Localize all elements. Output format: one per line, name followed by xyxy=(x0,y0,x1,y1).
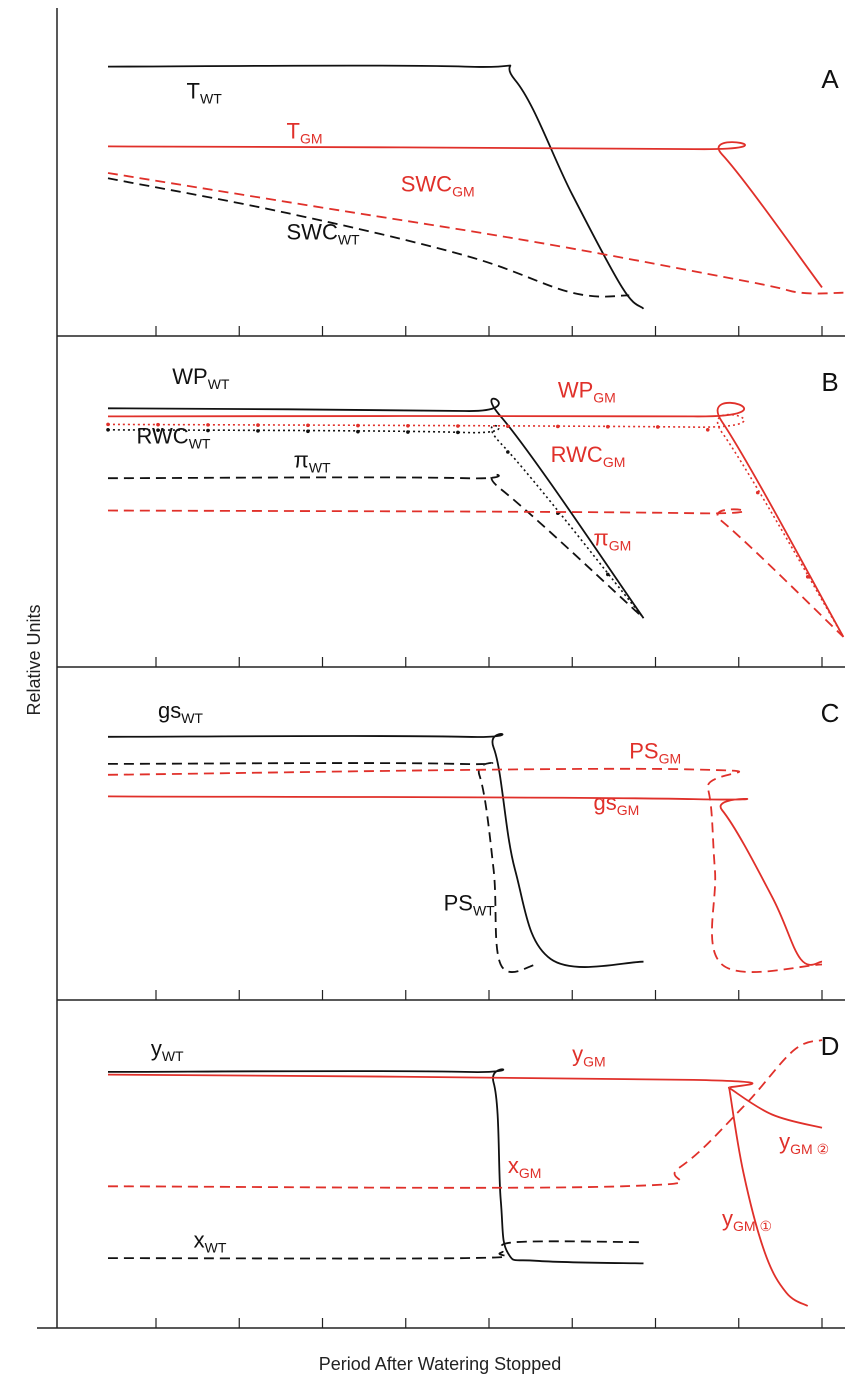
series-label: TGM xyxy=(287,118,323,146)
panel-letter: D xyxy=(821,1031,840,1061)
panel-letter: C xyxy=(821,698,840,728)
series-label: yWT xyxy=(151,1036,184,1064)
series-label: πWT xyxy=(294,447,331,475)
series-line-gm-solid xyxy=(107,401,845,638)
series-marker xyxy=(606,572,610,577)
series-marker xyxy=(406,430,410,434)
series-line-gm-solid xyxy=(728,1087,809,1307)
series-label: yGM ① xyxy=(722,1206,772,1234)
series-marker xyxy=(606,424,610,429)
series-label: gsGM xyxy=(594,790,640,818)
panels-group: A TWT TGM SWCGM SWCWT B WPWT WPGM RWCWT RWCGM πWT π… xyxy=(37,8,845,1329)
series-marker xyxy=(655,425,660,429)
series-label: yGM xyxy=(572,1041,606,1069)
series-marker xyxy=(206,428,210,433)
series-line-gm-dashed xyxy=(107,172,844,295)
panel-letter: B xyxy=(821,367,838,397)
series-marker xyxy=(156,422,160,427)
series-marker xyxy=(256,429,260,433)
series-marker xyxy=(156,428,160,432)
series-marker xyxy=(306,423,310,428)
series-label: TWT xyxy=(187,79,223,107)
series-line-gm-solid xyxy=(107,141,823,288)
series-label: RWCWT xyxy=(137,423,211,451)
series-line-gm-solid xyxy=(107,1073,754,1089)
series-marker xyxy=(406,423,410,428)
panel-a: A TWT TGM SWCGM SWCWT xyxy=(57,64,845,337)
series-line-wt-solid xyxy=(107,733,644,968)
series-label: SWCGM xyxy=(401,172,475,200)
series-line-wt-dotted xyxy=(107,424,645,619)
series-line-gm-solid xyxy=(107,795,823,966)
series-marker xyxy=(206,423,210,427)
series-label: WPWT xyxy=(172,364,230,392)
series-marker xyxy=(506,424,510,429)
series-label: PSGM xyxy=(629,738,681,766)
series-label: πGM xyxy=(594,525,632,553)
series-marker xyxy=(556,424,560,429)
series-marker xyxy=(356,423,360,428)
series-label: PSWT xyxy=(444,890,496,918)
series-marker xyxy=(755,490,760,495)
series-line-gm-dotted xyxy=(107,413,845,638)
series-marker xyxy=(805,575,810,579)
series-line-gm-dashed xyxy=(107,767,823,973)
panel-letter: A xyxy=(821,64,839,94)
series-line-wt-dashed xyxy=(107,177,630,298)
series-label: yGM ② xyxy=(779,1129,829,1157)
series-line-gm-dashed xyxy=(107,1039,823,1189)
y-axis-title: Relative Units xyxy=(24,604,44,715)
series-line-wt-dashed xyxy=(107,473,645,619)
series-label: xGM xyxy=(508,1153,542,1181)
series-line-wt-solid xyxy=(107,1068,644,1265)
series-line-wt-solid xyxy=(107,64,645,310)
series-marker xyxy=(705,428,710,432)
series-marker xyxy=(306,429,310,434)
series-marker xyxy=(506,450,510,454)
series-line-wt-solid xyxy=(107,397,645,619)
series-line-gm-solid xyxy=(728,1087,823,1129)
panel-b: B WPWT WPGM RWCWT RWCGM πWT πGM xyxy=(57,364,845,668)
series-label: RWCGM xyxy=(551,442,626,470)
series-label: xWT xyxy=(194,1227,227,1255)
series-marker xyxy=(106,428,110,432)
series-marker xyxy=(256,423,260,427)
series-line-wt-dashed xyxy=(107,1240,644,1260)
series-label: WPGM xyxy=(558,378,616,406)
x-axis-title: Period After Watering Stopped xyxy=(319,1354,561,1374)
series-marker xyxy=(456,430,460,435)
series-line-gm-dashed xyxy=(107,508,845,638)
series-marker xyxy=(106,422,110,427)
series-label: gsWT xyxy=(158,698,203,726)
series-label: SWCWT xyxy=(287,220,361,248)
series-marker xyxy=(456,424,460,428)
series-marker xyxy=(356,429,360,434)
series-line-wt-dashed xyxy=(107,762,537,973)
